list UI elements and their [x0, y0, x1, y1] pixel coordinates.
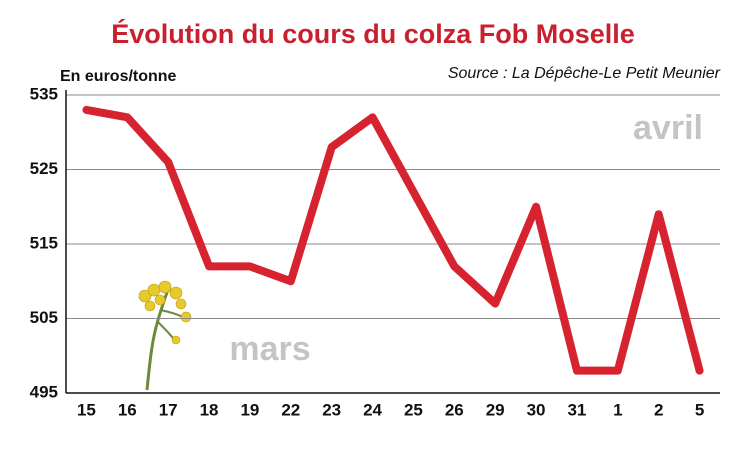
x-tick-label: 2 — [654, 400, 663, 419]
data-line — [82, 105, 704, 375]
x-tick-label: 16 — [118, 400, 137, 419]
rapeseed-illustration — [138, 280, 192, 391]
x-tick-label: 18 — [200, 400, 219, 419]
x-tick-label: 23 — [322, 400, 341, 419]
x-tick-label: 17 — [159, 400, 178, 419]
y-tick-label: 515 — [30, 233, 58, 252]
y-axis-label: En euros/tonne — [60, 68, 177, 85]
x-tick-label: 19 — [240, 400, 259, 419]
annotation: avril — [633, 109, 703, 147]
x-tick-label: 5 — [695, 400, 704, 419]
y-tick-label: 495 — [30, 382, 58, 401]
y-tick-label: 535 — [30, 84, 58, 103]
x-tick-label: 30 — [527, 400, 546, 419]
x-tick-label: 15 — [77, 400, 96, 419]
x-tick-label: 25 — [404, 400, 423, 419]
y-tick-label: 525 — [30, 159, 58, 178]
x-tick-label: 1 — [613, 400, 622, 419]
y-tick-label: 505 — [30, 308, 58, 327]
x-tick-label: 26 — [445, 400, 464, 419]
x-tick-label: 31 — [567, 400, 586, 419]
source: Source : La Dépêche-Le Petit Meunier — [448, 65, 721, 82]
chart-title: Évolution du cours du colza Fob Moselle — [111, 18, 635, 49]
x-tick-label: 29 — [486, 400, 505, 419]
x-tick-label: 24 — [363, 400, 382, 419]
x-tick-label: 22 — [281, 400, 300, 419]
annotation: mars — [229, 330, 310, 368]
